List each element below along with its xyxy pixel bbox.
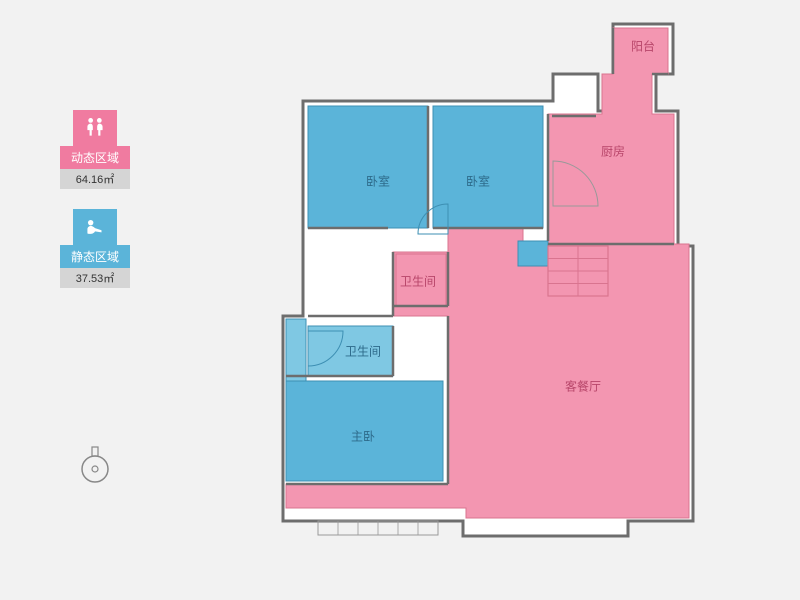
room-label-厨房: 厨房 [601, 143, 625, 160]
legend-dynamic: 动态区域 64.16㎡ [60, 110, 130, 189]
room-label-主卧: 主卧 [351, 428, 375, 445]
compass-icon [78, 445, 112, 490]
room-label-卧室: 卧室 [466, 173, 490, 190]
room-label-卫生间: 卫生间 [345, 343, 381, 360]
legend-panel: 动态区域 64.16㎡ 静态区域 37.53㎡ [60, 110, 130, 308]
legend-static-label: 静态区域 [60, 245, 130, 268]
legend-static: 静态区域 37.53㎡ [60, 209, 130, 288]
legend-static-value: 37.53㎡ [60, 268, 130, 288]
room-label-卫生间: 卫生间 [400, 273, 436, 290]
static-zone-icon [73, 209, 117, 245]
legend-dynamic-value: 64.16㎡ [60, 169, 130, 189]
legend-dynamic-label: 动态区域 [60, 146, 130, 169]
room-label-卧室: 卧室 [366, 173, 390, 190]
dynamic-zone-icon [73, 110, 117, 146]
room-label-客餐厅: 客餐厅 [565, 378, 601, 395]
floorplan-diagram: 阳台厨房卧室卧室卫生间卫生间主卧客餐厅 [248, 16, 728, 581]
room-label-阳台: 阳台 [631, 38, 655, 55]
